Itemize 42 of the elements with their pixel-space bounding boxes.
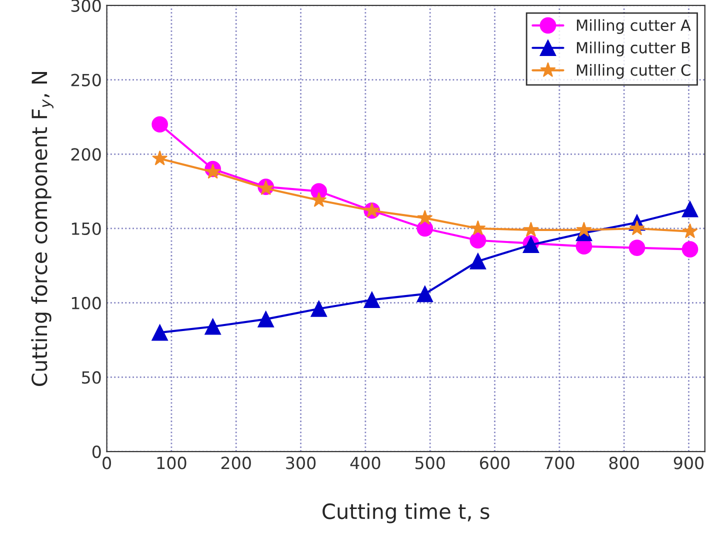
y-tick-label: 100 <box>72 296 101 310</box>
point <box>205 164 221 179</box>
point <box>576 222 592 237</box>
y-tick-label: 200 <box>71 148 101 161</box>
point <box>258 311 274 328</box>
x-axis-title: Cutting time t, s <box>322 503 490 524</box>
point <box>311 192 327 207</box>
x-tick-label: 500 <box>415 456 445 470</box>
point <box>470 232 486 249</box>
point <box>152 150 168 166</box>
y-tick-label: 250 <box>71 74 101 86</box>
x-tick-label: 800 <box>609 456 639 470</box>
point <box>470 253 486 270</box>
point <box>629 220 645 236</box>
x-tick-label: 100 <box>157 456 186 470</box>
x-tick-label: 0 <box>102 456 111 470</box>
point <box>204 318 221 335</box>
legend-label: Milling cutter B <box>576 42 690 56</box>
point <box>364 292 380 308</box>
x-tick-label: 900 <box>674 456 704 470</box>
point <box>470 220 486 236</box>
point <box>416 286 434 302</box>
x-tick-label: 700 <box>544 456 574 470</box>
y-tick-label: 0 <box>92 445 101 458</box>
y-tick-label: 50 <box>82 371 101 384</box>
x-tick-label: 600 <box>480 456 510 470</box>
point <box>682 241 698 258</box>
legend-label: Milling cutter C <box>576 64 690 79</box>
point <box>152 116 168 133</box>
point <box>152 324 168 341</box>
point <box>417 210 433 225</box>
y-axis-title: Cutting force component F$_{y}$, N <box>31 72 54 386</box>
y-tick-label: 150 <box>72 222 101 236</box>
x-tick-label: 400 <box>350 456 380 470</box>
point <box>310 300 328 317</box>
point <box>523 222 539 237</box>
x-tick-label: 200 <box>221 456 251 470</box>
x-tick-label: 300 <box>286 456 316 470</box>
point <box>628 240 646 256</box>
legend-label: Milling cutter A <box>576 19 691 34</box>
point <box>682 223 698 238</box>
point <box>682 200 698 218</box>
